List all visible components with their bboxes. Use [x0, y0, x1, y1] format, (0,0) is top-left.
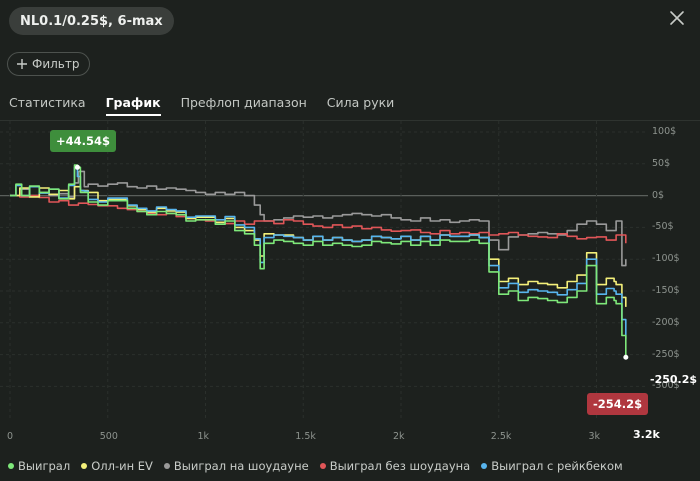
- x-tick-label: 1.5k: [295, 431, 316, 442]
- y-tick-label: -100$: [652, 253, 680, 265]
- legend-label: Выиграл с рейкбеком: [491, 459, 623, 473]
- y-tick-label: -150$: [652, 285, 680, 296]
- y-tick-label: 0$: [652, 189, 665, 201]
- legend-label: Выиграл: [18, 459, 71, 473]
- y-tick-label: -300$: [652, 380, 680, 392]
- x-tick-label: 500: [99, 431, 118, 442]
- series-line-4: [10, 166, 627, 339]
- plus-icon: [17, 59, 27, 69]
- legend-label: Олл-ин EV: [91, 459, 153, 473]
- close-icon[interactable]: [668, 9, 686, 27]
- end-value-label: -250.2$: [650, 373, 698, 386]
- y-tick-label: -250$: [652, 348, 680, 360]
- y-tick-label: -200$: [652, 316, 680, 328]
- filter-button[interactable]: Фильтр: [7, 52, 91, 76]
- legend-dot: [8, 463, 14, 469]
- min-point-marker: [623, 354, 629, 360]
- tab-bar: Статистика График Префлоп диапазон Сила …: [9, 95, 414, 116]
- legend-item-non-showdown[interactable]: Выиграл без шоудауна: [319, 459, 471, 473]
- tab-hand-strength[interactable]: Сила руки: [326, 95, 395, 110]
- tab-statistics[interactable]: Статистика: [9, 95, 86, 110]
- tab-graph[interactable]: График: [105, 95, 161, 116]
- legend-label: Выиграл на шоудауне: [173, 459, 309, 473]
- winnings-chart: [0, 121, 648, 420]
- series-line-0: [10, 164, 627, 358]
- x-tick-label: 1k: [197, 431, 210, 442]
- chart-markers: [74, 164, 629, 360]
- legend-item-won[interactable]: Выиграл: [8, 459, 70, 473]
- legend-item-showdown[interactable]: Выиграл на шоудауне: [163, 459, 309, 473]
- game-filter-pill[interactable]: NL0.1/0.25$, 6-max: [9, 7, 174, 35]
- x-tick-label: 2k: [393, 431, 405, 442]
- tab-divider: [0, 120, 700, 121]
- chart-grid: [0, 121, 648, 420]
- x-tick-label: 2.5k: [490, 431, 512, 442]
- max-value-badge: +44.54$: [50, 130, 117, 152]
- legend-label: Выиграл без шоудауна: [329, 459, 471, 473]
- legend-item-allin-ev[interactable]: Олл-ин EV: [81, 459, 153, 473]
- y-tick-label: -50$: [652, 221, 674, 233]
- x-tick-label: 0: [7, 431, 14, 442]
- tab-preflop-range[interactable]: Префлоп диапазон: [180, 95, 307, 110]
- legend-dot: [81, 463, 88, 469]
- filter-label: Фильтр: [32, 57, 80, 71]
- x-tick-label: 3k: [588, 431, 601, 442]
- legend-dot: [319, 463, 326, 469]
- max-point-marker: [74, 164, 80, 170]
- legend-dot: [481, 463, 488, 469]
- legend-item-rakeback[interactable]: Выиграл с рейкбеком: [481, 459, 623, 473]
- min-value-badge: -254.2$: [587, 393, 649, 415]
- x-axis-end-label: 3.2k: [633, 428, 660, 441]
- legend-dot: [163, 463, 170, 469]
- y-tick-label: 50$: [652, 157, 671, 169]
- series-line-3: [10, 194, 627, 244]
- y-tick-label: 100$: [652, 126, 677, 137]
- chart-legend: Выиграл Олл-ин EV Выиграл на шоудауне Вы…: [8, 459, 634, 473]
- chart-lines: [10, 164, 627, 358]
- series-line-2: [10, 170, 627, 267]
